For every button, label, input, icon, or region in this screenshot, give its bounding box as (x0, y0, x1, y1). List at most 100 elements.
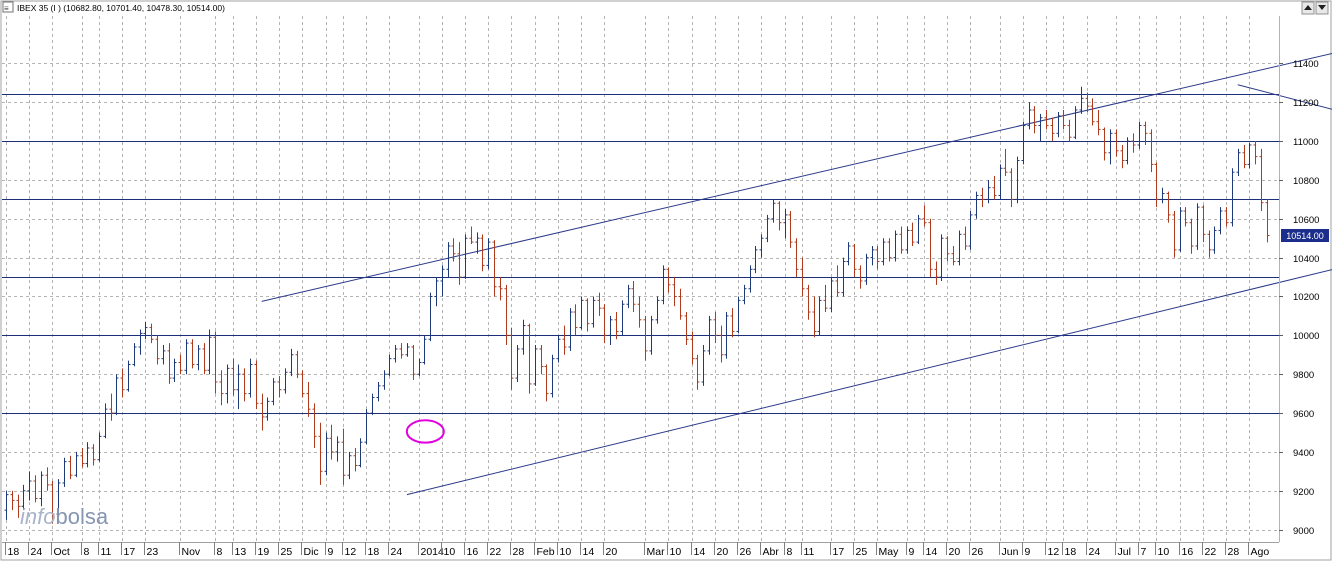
ohlc-bar (550, 354, 555, 398)
ohlc-bar (1009, 168, 1014, 208)
scroll-down-button[interactable] (1315, 1, 1329, 15)
ohlc-bar (213, 331, 218, 394)
x-tick-label: 8 (787, 546, 793, 558)
ohlc-bar (666, 267, 671, 293)
x-tick-label: 2014 (421, 546, 445, 558)
ohlc-bar (626, 284, 631, 309)
ohlc-bar (707, 315, 712, 355)
ohlc-bar (1021, 121, 1026, 165)
ohlc-bar (417, 358, 422, 377)
x-tick-label: 10 (444, 546, 456, 558)
ohlc-bar (945, 236, 950, 262)
ohlc-bar (480, 234, 485, 272)
ohlc-bar (695, 354, 700, 390)
ohlc-bar (126, 360, 131, 392)
ohlc-bar (248, 358, 253, 398)
ohlc-bar (207, 329, 212, 375)
ohlc-bar (254, 360, 259, 410)
annotations (405, 419, 445, 444)
x-tick-label: 22 (490, 546, 502, 558)
ohlc-bar (114, 374, 119, 415)
ohlc-bar (1166, 191, 1171, 223)
ohlc-bar (1230, 168, 1235, 227)
x-tick-label: 25 (281, 546, 293, 558)
y-tick-label: 10600 (1293, 215, 1319, 226)
x-tick-label: 24 (31, 546, 43, 558)
ohlc-bar (1236, 148, 1241, 177)
ohlc-bar (841, 257, 846, 297)
ohlc-bar (585, 298, 590, 332)
ohlc-bar (486, 238, 491, 270)
trendline (406, 269, 1332, 496)
x-axis: 18 24 Oct 8 11 17 23 Nov 8 13 19 25 Dic 9 12 18 24 2014 10… (5, 542, 1270, 558)
ohlc-bar (1061, 110, 1066, 130)
ohlc-bar (800, 257, 805, 297)
ohlc-bar (1189, 218, 1194, 254)
ohlc-bar (916, 214, 921, 245)
ohlc-bar (300, 370, 305, 398)
x-tick-label: 9 (1025, 546, 1031, 558)
x-tick-label: 18 (1065, 546, 1077, 558)
ohlc-bar (910, 222, 915, 246)
x-tick-label: 18 (8, 546, 20, 558)
ohlc-bar (492, 240, 497, 297)
ohlc-bar (50, 481, 55, 524)
ohlc-bar (1143, 121, 1148, 145)
ohlc-bar (324, 432, 329, 476)
ohlc-bars (4, 86, 1270, 524)
ohlc-bar (858, 265, 863, 289)
y-tick-label: 11200 (1293, 98, 1319, 109)
ohlc-bar (527, 323, 532, 394)
ohlc-bar (579, 296, 584, 330)
x-tick-label: Ago (1251, 546, 1270, 558)
ohlc-bar (167, 343, 172, 384)
ohlc-bar (875, 245, 880, 270)
y-tick-label: 10400 (1293, 254, 1319, 265)
x-tick-label: 13 (235, 546, 247, 558)
ohlc-bar (56, 479, 61, 516)
ohlc-bar (74, 451, 79, 478)
ohlc-bar (806, 284, 811, 320)
x-tick-label: 11 (804, 546, 815, 558)
ohlc-bar (236, 364, 241, 410)
x-tick-label: 26 (972, 546, 984, 558)
ohlc-bar (231, 358, 236, 396)
ohlc-bar (794, 238, 799, 278)
ohlc-bar (788, 211, 793, 248)
ohlc-bar (16, 494, 21, 518)
ohlc-bar (1044, 110, 1049, 130)
x-tick-label: Jun (1002, 546, 1019, 558)
ohlc-bar (608, 315, 613, 346)
ohlc-bar (120, 368, 125, 398)
ohlc-bar (742, 284, 747, 305)
ohlc-bar (219, 370, 224, 406)
x-tick-label: 11 (101, 546, 112, 558)
ohlc-bar (393, 345, 398, 363)
ohlc-bar (701, 345, 706, 386)
ohlc-bar (62, 457, 67, 487)
x-tick-label: 28 (1228, 546, 1240, 558)
ohlc-bar (870, 245, 875, 266)
window-menu-icon[interactable] (2, 1, 14, 13)
x-tick-label: Jul (1118, 546, 1131, 558)
title-bar: ≡ IBEX 35 (I ) (10682.80, 10701.40, 1047… (2, 1, 225, 13)
ohlc-bar (97, 432, 102, 462)
x-tick-label: 24 (1089, 546, 1101, 558)
ohlc-bar (998, 164, 1003, 200)
ohlc-bar (422, 335, 427, 365)
ohlc-bar (934, 261, 939, 285)
y-tick-label: 10800 (1293, 176, 1319, 187)
y-tick-label: 11000 (1293, 137, 1319, 148)
ohlc-bar (382, 370, 387, 390)
ohlc-bar (690, 331, 695, 365)
ohlc-bar (45, 467, 50, 491)
y-tick-label: 10000 (1293, 331, 1319, 342)
ohlc-bar (1102, 127, 1107, 161)
y-tick-label: 9200 (1293, 487, 1314, 498)
x-tick-label: 26 (740, 546, 752, 558)
logo-part-bolsa: bolsa (55, 504, 108, 529)
x-tick-label: 17 (833, 546, 845, 558)
scroll-up-button[interactable] (1301, 1, 1315, 15)
ohlc-bar (161, 345, 166, 365)
